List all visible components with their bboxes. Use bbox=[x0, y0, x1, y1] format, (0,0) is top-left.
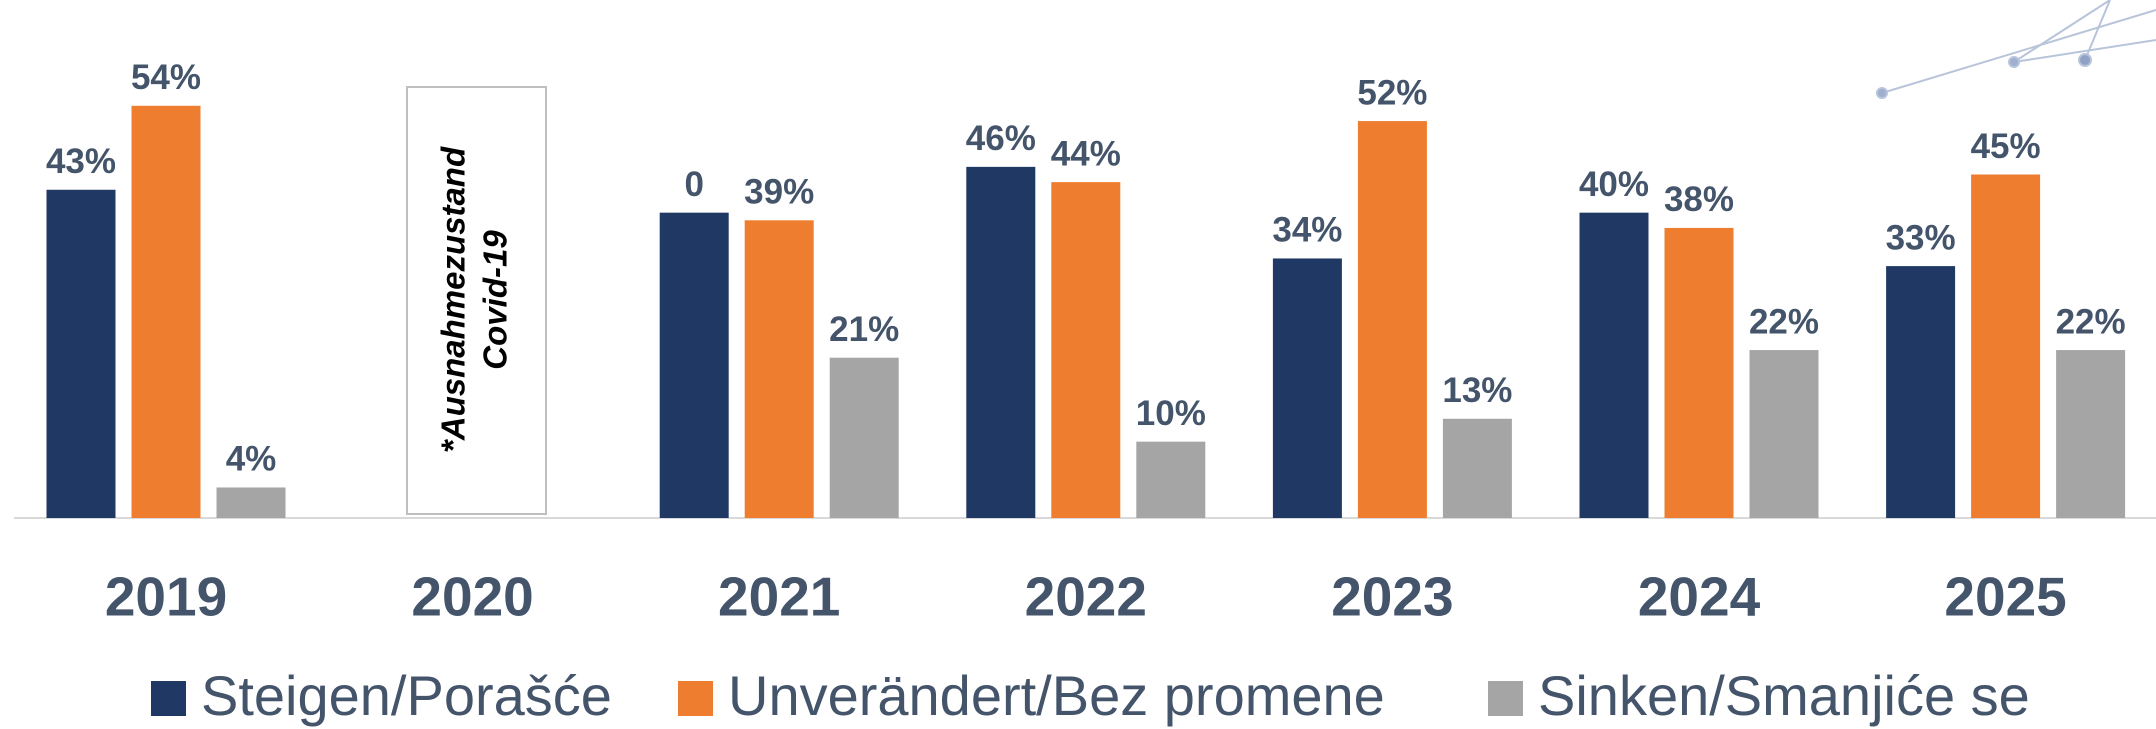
value-label: 34% bbox=[1272, 211, 1342, 250]
bar bbox=[1443, 419, 1512, 518]
legend-swatch bbox=[678, 681, 713, 716]
value-label: 22% bbox=[1749, 302, 1819, 341]
value-label: 46% bbox=[966, 119, 1036, 158]
x-tick-label: 2020 bbox=[411, 566, 533, 628]
value-label: 21% bbox=[829, 310, 899, 349]
bar bbox=[1665, 228, 1734, 518]
annotation-line: *Ausnahmezustand bbox=[435, 146, 472, 453]
bar bbox=[1886, 266, 1955, 518]
value-label: 52% bbox=[1357, 73, 1427, 112]
value-label: 44% bbox=[1051, 134, 1121, 173]
x-tick-label: 2019 bbox=[105, 566, 227, 628]
value-label: 0 bbox=[684, 165, 703, 204]
legend-label: Steigen/Porašće bbox=[201, 664, 612, 727]
bar bbox=[2056, 350, 2125, 518]
bar bbox=[1750, 350, 1819, 518]
legend-swatch bbox=[1488, 681, 1523, 716]
bar bbox=[745, 220, 814, 518]
x-tick-label: 2021 bbox=[718, 566, 840, 628]
bar bbox=[132, 106, 201, 518]
x-tick-label: 2022 bbox=[1025, 566, 1147, 628]
annotation: *Ausnahmezustand Covid-19 bbox=[435, 146, 514, 453]
legend-swatch bbox=[151, 681, 186, 716]
value-label: 40% bbox=[1579, 165, 1649, 204]
legend-label: Unverändert/Bez promene bbox=[728, 664, 1385, 727]
value-label: 33% bbox=[1886, 218, 1956, 257]
bar bbox=[966, 167, 1035, 518]
bar bbox=[1273, 258, 1342, 518]
decoration bbox=[1877, 0, 2156, 98]
bar bbox=[1971, 175, 2040, 519]
bar bbox=[1580, 213, 1649, 518]
annotation-line: Covid-19 bbox=[477, 230, 514, 370]
value-label: 54% bbox=[131, 58, 201, 97]
chart: *Ausnahmezustand Covid-19 2019 43% 54% 4% 20… bbox=[0, 0, 2156, 729]
value-label: 4% bbox=[226, 440, 277, 479]
value-label: 43% bbox=[46, 142, 116, 181]
x-tick-label: 2023 bbox=[1331, 566, 1453, 628]
value-label: 10% bbox=[1136, 394, 1206, 433]
bar bbox=[217, 487, 286, 518]
value-label: 38% bbox=[1664, 180, 1734, 219]
bar bbox=[1136, 442, 1205, 518]
bar bbox=[1051, 182, 1120, 518]
bar bbox=[660, 213, 729, 518]
x-tick-label: 2025 bbox=[1944, 566, 2066, 628]
value-label: 13% bbox=[1442, 371, 1512, 410]
legend-label: Sinken/Smanjiće se bbox=[1538, 664, 2030, 727]
value-label: 39% bbox=[744, 173, 814, 212]
value-label: 22% bbox=[2056, 302, 2126, 341]
value-label: 45% bbox=[1971, 127, 2041, 166]
x-tick-label: 2024 bbox=[1638, 566, 1761, 628]
bar bbox=[1358, 121, 1427, 518]
bar bbox=[830, 358, 899, 518]
bar bbox=[47, 190, 116, 518]
